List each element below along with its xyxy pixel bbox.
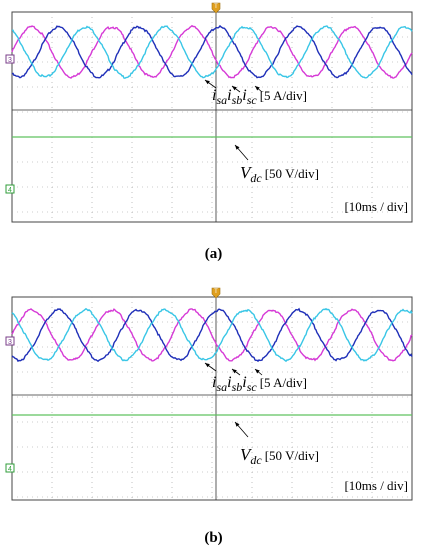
trigger-marker-text: T <box>214 4 218 10</box>
current-scale: [5 A/div] <box>260 88 307 103</box>
trigger-marker: T <box>211 287 221 299</box>
current-label-part: sc <box>247 93 258 107</box>
series-isb <box>11 307 413 363</box>
arrow-head <box>235 422 240 427</box>
arrow-head <box>205 363 210 368</box>
series-isa <box>11 308 413 362</box>
annotation-arrow <box>231 368 241 376</box>
timebase-label: [10ms / div] <box>344 478 408 493</box>
arrow-head <box>232 369 237 374</box>
scope-frame <box>11 296 413 501</box>
voltage-scale: [50 V/div] <box>265 166 319 181</box>
annotation-arrow <box>204 79 217 89</box>
voltage-label-sub: dc <box>250 171 262 185</box>
arrow-head <box>232 86 237 91</box>
channel-3-marker: 3 <box>5 54 15 64</box>
channel-4-marker: 4 <box>5 184 15 194</box>
current-label-part: i <box>212 374 216 391</box>
arrow-head <box>205 80 210 85</box>
current-label-part: sb <box>232 380 243 394</box>
current-label-part: i <box>242 374 246 391</box>
channel-marker-text: 4 <box>8 466 12 473</box>
current-label-part: sa <box>216 93 227 107</box>
figure-label-a-text: (a) <box>204 246 223 262</box>
channel-marker-box <box>5 184 15 194</box>
current-label-part: i <box>212 87 216 104</box>
timebase-label: [10ms / div] <box>344 199 408 214</box>
series-isc <box>11 25 413 79</box>
current-label-part: i <box>227 374 231 391</box>
annotation-arrow <box>231 85 241 93</box>
channel-marker-text: 4 <box>8 187 12 194</box>
current-label-part: sc <box>247 380 258 394</box>
arrow-head <box>255 369 260 374</box>
annotation-arrow <box>254 85 263 93</box>
current-label-part: i <box>242 87 246 104</box>
channel-marker-box <box>5 463 15 473</box>
channel-marker-box <box>5 336 15 346</box>
annotation-arrow <box>234 421 249 438</box>
trigger-marker-text: T <box>214 289 218 295</box>
current-label-part: sb <box>232 93 243 107</box>
channel-3-marker: 3 <box>5 336 15 346</box>
voltage-scale: [50 V/div] <box>265 448 319 463</box>
panel-b: T 3 4 isaisbisc [5 A/div] Vdc [50 V/div] [10ms … <box>0 285 427 550</box>
current-label-part: sa <box>216 380 227 394</box>
panel-a: T 3 4 isaisbisc [5 A/div] Vdc [50 V/div] [10ms … <box>0 0 427 270</box>
channel-marker-box <box>5 54 15 64</box>
current-label-part: i <box>227 87 231 104</box>
voltage-label: Vdc [50 V/div] <box>240 445 319 467</box>
channel-marker-text: 3 <box>8 339 12 346</box>
annotation-arrow <box>204 362 217 372</box>
voltage-label-sub: dc <box>250 453 262 467</box>
series-isc <box>11 307 413 363</box>
channel-marker-text: 3 <box>8 57 12 64</box>
figure-label-a: (a) <box>0 246 427 263</box>
trigger-marker-shape <box>211 2 221 14</box>
figure-label-b-text: (b) <box>204 530 223 546</box>
arrow-head <box>235 145 240 150</box>
voltage-label: Vdc [50 V/div] <box>240 163 319 185</box>
figure-label-b: (b) <box>0 530 427 547</box>
current-label: isaisbisc [5 A/div] <box>212 374 307 394</box>
trigger-marker-shape <box>211 287 221 299</box>
series-isa <box>11 24 413 79</box>
channel-4-marker: 4 <box>5 463 15 473</box>
grid <box>12 297 412 500</box>
voltage-label-main: V <box>240 445 253 464</box>
arrow-head <box>255 86 260 91</box>
current-label: isaisbisc [5 A/div] <box>212 87 307 107</box>
series-isb <box>11 24 413 79</box>
voltage-label-main: V <box>240 163 253 182</box>
annotation-arrow <box>234 144 249 161</box>
annotation-arrow <box>254 368 263 376</box>
trigger-marker: T <box>211 2 221 14</box>
current-scale: [5 A/div] <box>260 375 307 390</box>
